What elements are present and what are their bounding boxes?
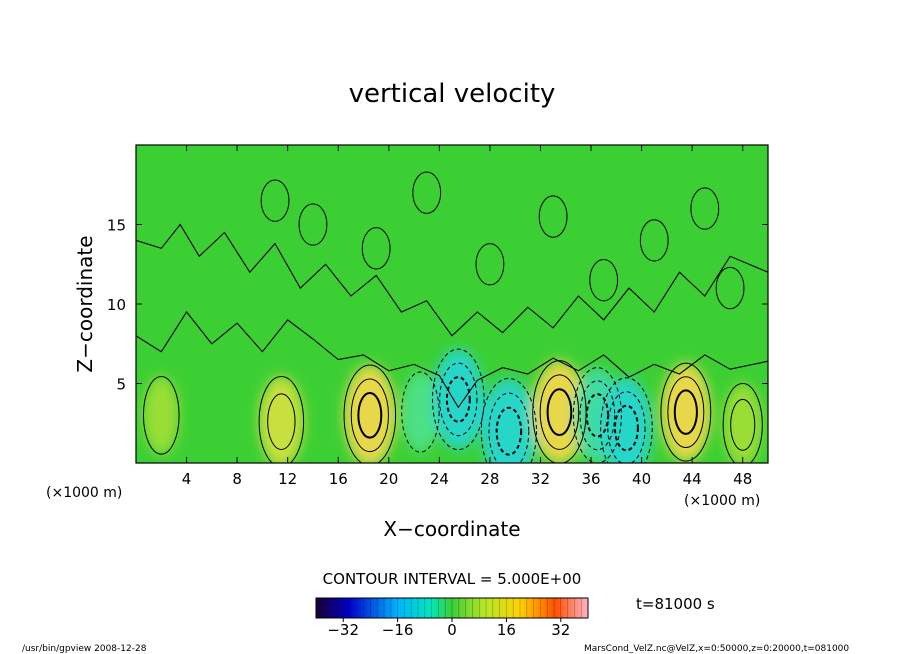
colorbar-tick-label: 32: [551, 621, 570, 639]
updraft-contour: [343, 364, 397, 463]
x-tick-label: 28: [480, 470, 499, 488]
x-tick-label: 16: [329, 470, 348, 488]
x-tick-label: 32: [531, 470, 550, 488]
x-tick-label: 8: [232, 470, 242, 488]
small-contour-cell: [298, 203, 328, 246]
updraft-fill: [259, 376, 304, 463]
updraft-contour: [350, 378, 389, 453]
y-tick-label: 15: [107, 217, 126, 235]
updraft-contour: [532, 360, 587, 463]
downdraft-contour: [495, 406, 523, 456]
x-tick-label: 4: [182, 470, 192, 488]
colorbar-tick-label: 16: [497, 621, 516, 639]
small-contour-cell: [690, 187, 720, 230]
plot-area: [136, 145, 768, 463]
downdraft-contour: [480, 377, 537, 463]
x-tick-label: 20: [379, 470, 398, 488]
y-tick-label: 10: [107, 296, 126, 314]
updraft-contour: [660, 362, 712, 462]
updraft-contour: [539, 374, 580, 450]
x-tick-label: 36: [581, 470, 600, 488]
updraft-fill: [723, 383, 763, 463]
small-contour-cell: [475, 243, 505, 286]
downdraft-contour: [585, 393, 610, 438]
y-unit: (×1000 m): [684, 493, 760, 509]
colorbar-tick-label: 0: [447, 621, 457, 639]
zero-contour: [136, 223, 768, 337]
downdraft-fill: [481, 378, 537, 463]
x-tick-label: 24: [430, 470, 449, 488]
x-tick-label: 44: [683, 470, 702, 488]
updraft-contour: [142, 376, 180, 455]
downdraft-contour: [445, 376, 471, 423]
chart-title: vertical velocity: [349, 79, 556, 109]
updraft-contour: [546, 388, 573, 437]
downdraft-contour: [439, 362, 478, 437]
x-tick-label: 40: [632, 470, 651, 488]
colorbar-tick-label: −32: [327, 621, 359, 639]
updraft-fill: [143, 376, 180, 455]
updraft-contour: [258, 376, 305, 463]
x-tick-label: 12: [278, 470, 297, 488]
small-contour-cell: [412, 171, 442, 214]
y-axis: 5 10 15: [107, 217, 768, 394]
downdraft-contour: [401, 371, 440, 453]
small-contour-cell: [260, 179, 290, 222]
small-contour-cell: [715, 266, 745, 310]
updraft-contour: [357, 391, 383, 439]
downdraft-contour: [607, 391, 646, 463]
footer-left: /usr/bin/gpview 2008-12-28: [22, 644, 147, 654]
x-axis: 4 8 12 16 20 24 28 32 36 40 44 48: [182, 145, 752, 488]
downdraft-contour: [600, 377, 653, 463]
downdraft-contour: [432, 348, 485, 451]
zero-contour: [136, 311, 768, 409]
updraft-contour: [722, 383, 763, 463]
downdraft-fill: [600, 377, 653, 463]
colorbar: −32 −16 0 16 32: [315, 597, 589, 639]
contour-interval-text: CONTOUR INTERVAL = 5.000E+00: [323, 570, 582, 588]
updraft-contour: [673, 389, 698, 435]
x-tick-label: 48: [733, 470, 752, 488]
time-label: t=81000 s: [636, 595, 715, 613]
small-contour-cell: [589, 258, 619, 302]
small-contour-cell: [538, 195, 568, 238]
updraft-contour: [730, 398, 756, 451]
footer-right: MarsCond_VelZ.nc@VelZ,x=0:50000,z=0:2000…: [584, 644, 849, 654]
small-contour-cell: [639, 219, 669, 262]
x-unit-left: (×1000 m): [46, 485, 122, 501]
colorbar-tick-label: −16: [382, 621, 414, 639]
small-contour-cell: [361, 227, 391, 270]
updraft-contour: [267, 393, 296, 450]
downdraft-contour: [613, 404, 639, 452]
downdraft-contour: [488, 392, 530, 463]
x-axis-label: X−coordinate: [383, 517, 520, 541]
y-tick-label: 5: [116, 376, 126, 394]
downdraft-fill: [401, 372, 440, 453]
updraft-contour: [667, 376, 705, 448]
y-axis-label: Z−coordinate: [73, 235, 97, 372]
